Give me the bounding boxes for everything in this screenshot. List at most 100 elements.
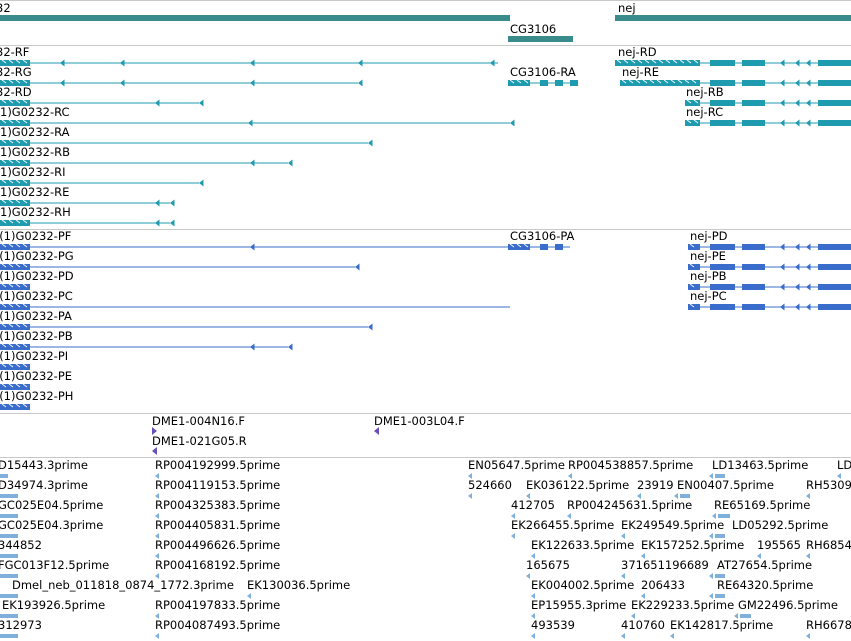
feature-label[interactable]: 412705 [511,498,555,512]
feature-glyph[interactable] [688,283,851,291]
feature-glyph[interactable] [526,573,530,579]
feature-label[interactable]: 23919 [637,478,674,492]
feature-label[interactable]: nej-RC [686,105,724,119]
feature-label[interactable]: EK193926.5prime [2,598,106,612]
feature-glyph[interactable] [685,119,851,127]
feature-label[interactable]: EN05647.5prime [468,458,565,472]
feature-glyph[interactable] [0,219,175,227]
feature-glyph[interactable] [155,513,159,519]
feature-glyph[interactable] [152,427,157,435]
feature-glyph[interactable] [0,283,30,290]
feature-glyph[interactable] [709,473,725,479]
feature-label[interactable]: nej-PD [690,229,728,243]
feature-glyph[interactable] [508,243,570,250]
feature-glyph[interactable] [688,303,851,311]
feature-label[interactable]: nej-PE [690,249,726,263]
feature-label[interactable]: RH6854 [806,538,851,552]
feature-glyph[interactable] [837,473,841,479]
feature-glyph[interactable] [709,593,725,599]
feature-label[interactable]: CG3106-RA [510,65,576,79]
feature-label[interactable]: 344852 [0,538,42,552]
feature-label[interactable]: l(1)G0232-PG [0,249,74,263]
feature-glyph[interactable] [688,263,851,271]
feature-label[interactable]: EP15955.3prime [531,598,627,612]
feature-label[interactable]: 312973 [0,618,42,632]
feature-glyph[interactable] [641,553,645,559]
feature-label[interactable]: RP004119153.5prime [155,478,281,492]
feature-label[interactable]: RP004168192.5prime [155,558,281,572]
feature-glyph[interactable] [531,613,535,619]
feature-label[interactable]: CG3106-PA [510,229,575,243]
feature-label[interactable]: l(1)G0232-PD [0,269,74,283]
feature-glyph[interactable] [567,513,571,519]
feature-label[interactable]: LD [837,458,851,472]
feature-glyph[interactable] [0,243,510,251]
feature-glyph[interactable] [531,553,535,559]
feature-glyph[interactable] [511,533,515,539]
feature-label[interactable]: RP004245631.5prime [567,498,693,512]
feature-label[interactable]: 493539 [531,618,575,632]
feature-glyph[interactable] [615,15,851,21]
feature-glyph[interactable] [155,633,159,639]
feature-glyph[interactable] [637,493,641,499]
feature-glyph[interactable] [247,593,251,599]
feature-label[interactable]: D34974.3prime [0,478,88,492]
feature-glyph[interactable] [0,513,18,519]
feature-label[interactable]: l(1)G0232-PA [0,309,72,323]
feature-glyph[interactable] [734,613,751,619]
feature-glyph[interactable] [0,199,175,207]
feature-label[interactable]: l(1)G0232-PC [0,289,73,303]
feature-label[interactable]: 1)G0232-RI [0,165,66,179]
feature-glyph[interactable] [709,533,725,539]
feature-glyph[interactable] [615,59,851,67]
feature-glyph[interactable] [621,533,625,539]
feature-label[interactable]: LD05292.5prime [732,518,829,532]
feature-glyph[interactable] [0,383,30,390]
feature-label[interactable]: RP004192999.5prime [155,458,281,472]
feature-glyph[interactable] [620,79,851,87]
feature-label[interactable]: RH6678 [806,618,851,632]
feature-label[interactable]: nej-PB [690,269,727,283]
feature-glyph[interactable] [0,403,30,410]
feature-label[interactable]: LD13463.5prime [712,458,809,472]
feature-glyph[interactable] [621,633,625,639]
feature-glyph[interactable] [0,99,204,107]
feature-label[interactable]: l(1)G0232-PF [0,229,72,243]
feature-glyph[interactable] [0,139,373,147]
feature-label[interactable]: l(1)G0232-PE [0,369,73,383]
feature-label[interactable]: nej-RD [618,45,657,59]
feature-label[interactable]: 1)G0232-RA [0,125,70,139]
feature-glyph[interactable] [155,533,159,539]
feature-glyph[interactable] [0,533,18,539]
feature-glyph[interactable] [641,593,645,599]
feature-label[interactable]: EK229233.5prime [631,598,735,612]
feature-label[interactable]: l(1)G0232-PI [0,349,69,363]
feature-glyph[interactable] [0,303,510,310]
feature-label[interactable]: DME1-021G05.R [152,434,247,448]
feature-glyph[interactable] [0,343,293,351]
feature-label[interactable]: EK004002.5prime [531,578,635,592]
feature-label[interactable]: l(1)G0232-PH [0,389,74,403]
feature-label[interactable]: EK157252.5prime [641,538,745,552]
feature-label[interactable]: nej-RB [686,85,724,99]
feature-glyph[interactable] [155,553,159,559]
feature-label[interactable]: RP004325383.5prime [155,498,281,512]
feature-label[interactable]: RP004197833.5prime [155,598,281,612]
feature-label[interactable]: RH5309 [806,478,851,492]
feature-glyph[interactable] [155,573,159,579]
feature-glyph[interactable] [374,427,379,435]
feature-glyph[interactable] [568,473,572,479]
feature-glyph[interactable] [468,493,472,499]
feature-glyph[interactable] [712,513,730,519]
feature-label[interactable]: 32-RG [0,65,32,79]
feature-label[interactable]: 32-RD [0,85,32,99]
feature-glyph[interactable] [0,263,360,271]
feature-label[interactable]: 1)G0232-RE [0,185,70,199]
feature-glyph[interactable] [0,593,18,599]
feature-glyph[interactable] [155,613,159,619]
feature-label[interactable]: RP004405831.5prime [155,518,281,532]
feature-glyph[interactable] [0,473,8,479]
feature-label[interactable]: DME1-003L04.F [374,414,465,428]
feature-glyph[interactable] [511,513,515,519]
feature-glyph[interactable] [806,493,810,499]
